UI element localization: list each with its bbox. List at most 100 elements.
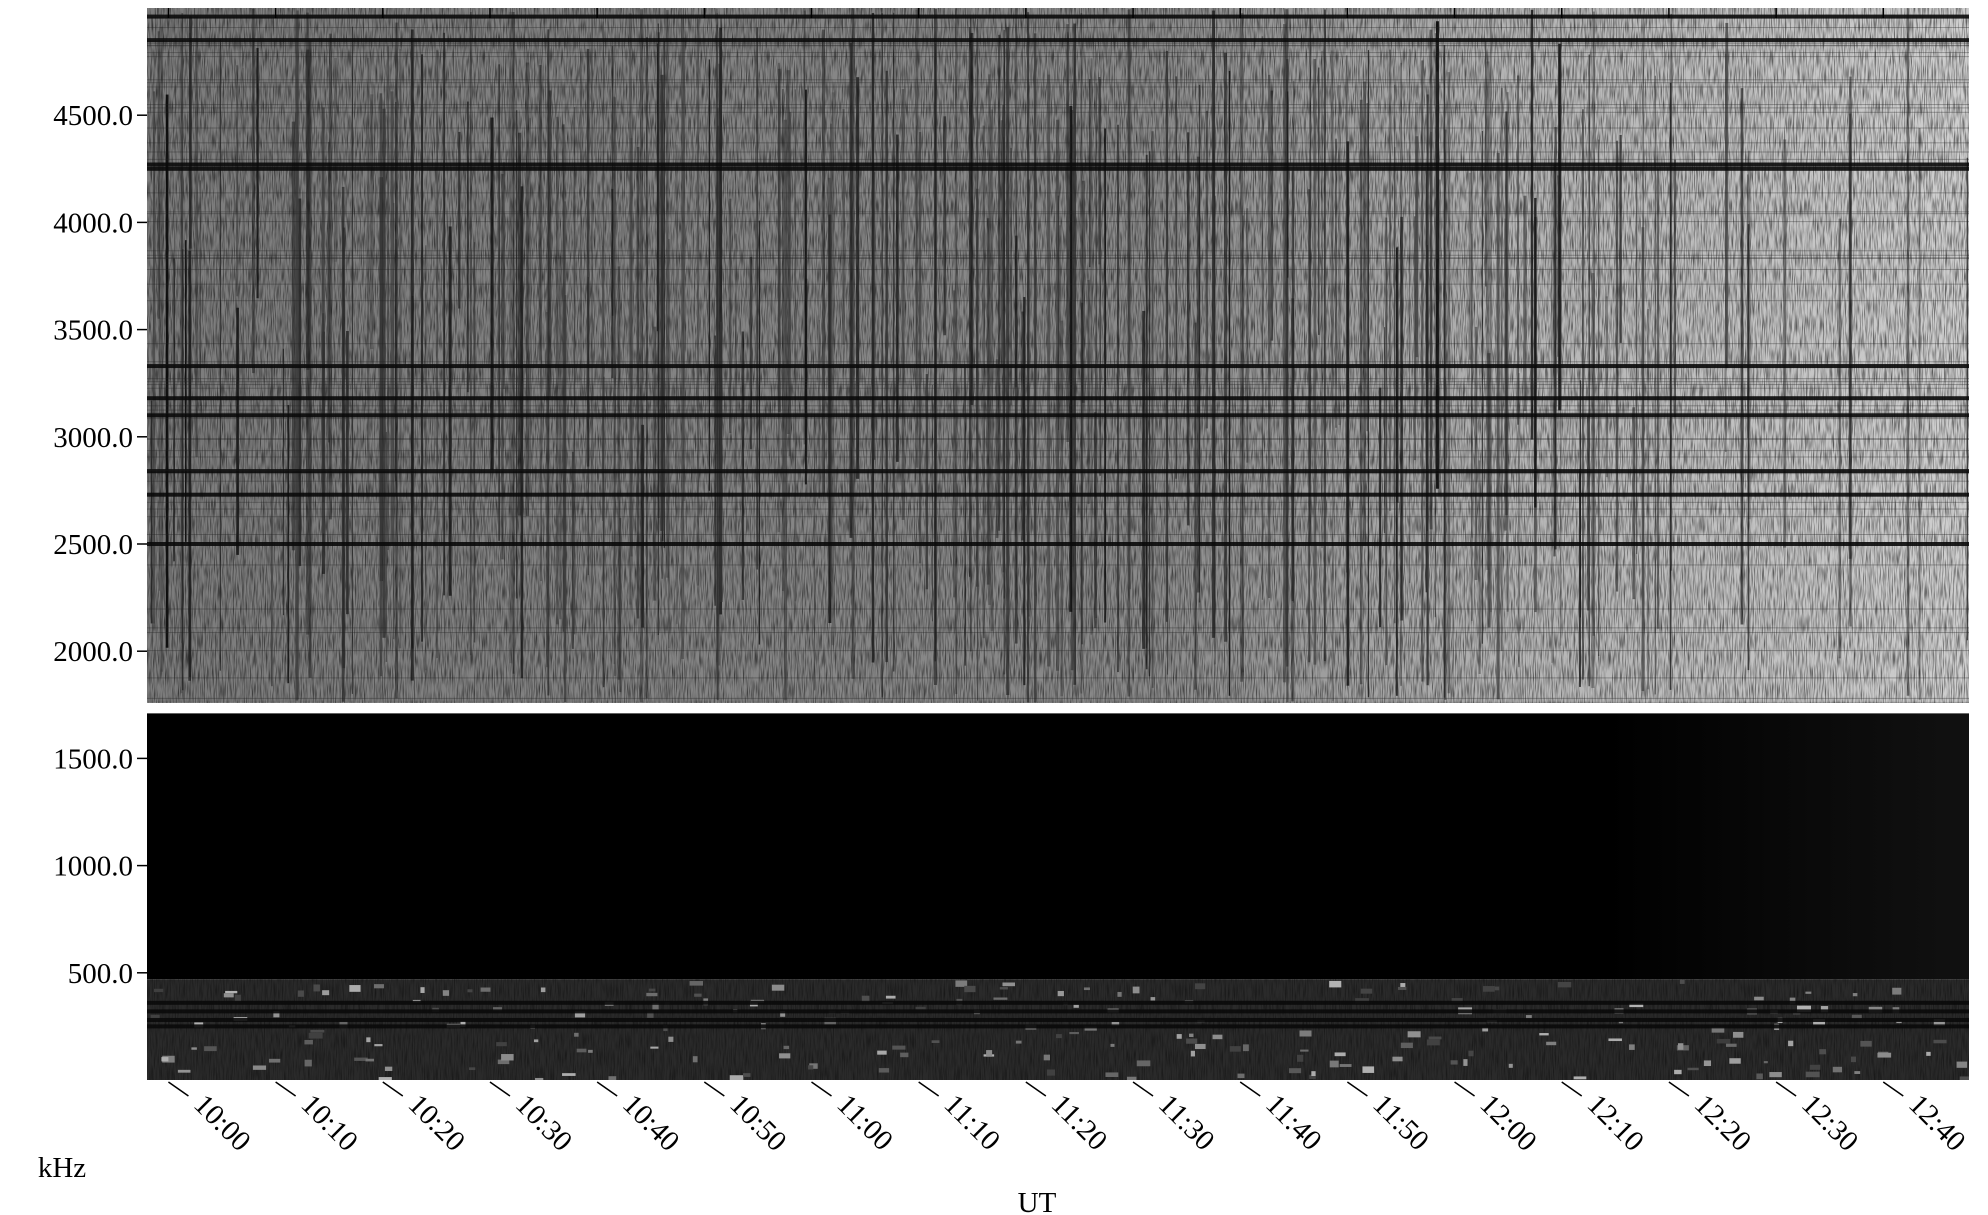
narrowband-line [147,364,1969,369]
narrowband-line [147,1017,1969,1022]
low-band-speck [1468,1050,1474,1057]
noise-streak [165,94,169,648]
noise-streak [1334,138,1338,428]
scan-line [147,104,1969,106]
noise-streak [970,33,974,405]
low-band-speck [1792,1012,1801,1015]
noise-streak [559,256,562,620]
noise-streak [1167,150,1169,675]
noise-streak [939,232,941,699]
low-band-speck [384,1066,393,1071]
low-band-speck [783,1045,790,1050]
x-tick [1882,1081,1904,1097]
low-band-speck [492,1007,502,1011]
noise-streak [1379,387,1382,628]
scan-line [147,52,1969,54]
noise-streak [1489,12,1492,613]
low-band-speck [1189,1033,1194,1038]
noise-streak [831,92,835,646]
noise-streak [199,180,201,406]
noise-streak [1471,233,1473,538]
noise-streak [157,31,160,319]
scan-line [147,480,1969,482]
y-tick-label: 4000.0 [53,207,133,239]
low-band-speck [1508,1063,1513,1068]
noise-streak [955,8,958,695]
noise-streak [1069,106,1073,612]
noise-streak [827,177,831,490]
low-band-speck [1311,1071,1316,1077]
scan-line [147,364,1969,366]
noise-streak [611,46,614,316]
low-band-speck [268,1058,281,1063]
low-band-speck [650,1046,659,1049]
y-axis-title: kHz [38,1152,86,1184]
low-band-speck [861,995,870,1002]
noise-streak [1523,195,1527,412]
low-band-speck [1797,1005,1812,1013]
noise-streak [236,307,239,555]
low-band-speck [1557,981,1572,988]
noise-streak [964,368,966,666]
scan-line [147,27,1969,29]
low-band-speck [442,990,450,996]
noise-streak [219,38,221,671]
low-band-speck [808,1065,814,1070]
scan-line [147,650,1969,652]
noise-streak [185,240,187,542]
noise-streak [180,45,183,694]
noise-streak [756,27,758,570]
noise-streak [1151,131,1154,688]
scan-line [147,450,1969,452]
low-band-speck [1428,1036,1442,1040]
low-band-speck [1733,1031,1744,1038]
noise-streak [676,144,678,625]
noise-streak [547,29,550,696]
low-band-speck [1756,1073,1763,1080]
x-tick-label: 10:40 [616,1088,685,1157]
scan-line [147,384,1969,386]
noise-streak [425,245,427,671]
noise-streak [1332,8,1334,702]
scan-line [147,473,1969,475]
low-band-speck [1111,1021,1120,1026]
noise-streak [1558,43,1562,411]
low-band-speck [1926,1051,1931,1056]
noise-streak [788,112,792,457]
low-band-speck [574,1011,586,1018]
scan-line [147,111,1969,113]
scan-line [147,86,1969,88]
low-band-speck [900,1052,909,1058]
noise-streak [881,13,883,698]
noise-streak [1560,18,1562,646]
noise-streak [1228,70,1231,696]
noise-streak [1127,9,1131,697]
noise-streak [1330,50,1333,401]
noise-streak [573,107,576,635]
noise-streak [1452,512,1454,697]
noise-streak [708,59,710,491]
low-band-speck [1186,1038,1198,1044]
scan-line [147,516,1969,518]
low-band-speck [878,1068,890,1073]
narrowband-line [147,492,1969,497]
noise-streak [1481,130,1484,644]
noise-streak [931,385,933,622]
noise-streak [758,220,761,645]
noise-streak [1006,26,1010,696]
noise-streak [1725,22,1729,368]
narrowband-line [147,162,1969,167]
noise-streak [1003,29,1006,675]
scan-line [147,361,1969,363]
scan-line [147,56,1969,58]
scan-line [147,213,1969,215]
low-band-speck [1618,1021,1624,1024]
noise-streak [976,18,979,701]
scan-line [147,250,1969,252]
noise-streak [1434,33,1436,618]
noise-streak [777,68,781,413]
low-band-speck [1819,1049,1827,1055]
low-band-speck [150,1014,160,1020]
low-band-speck [467,989,473,993]
low-band-speck [308,1032,323,1039]
